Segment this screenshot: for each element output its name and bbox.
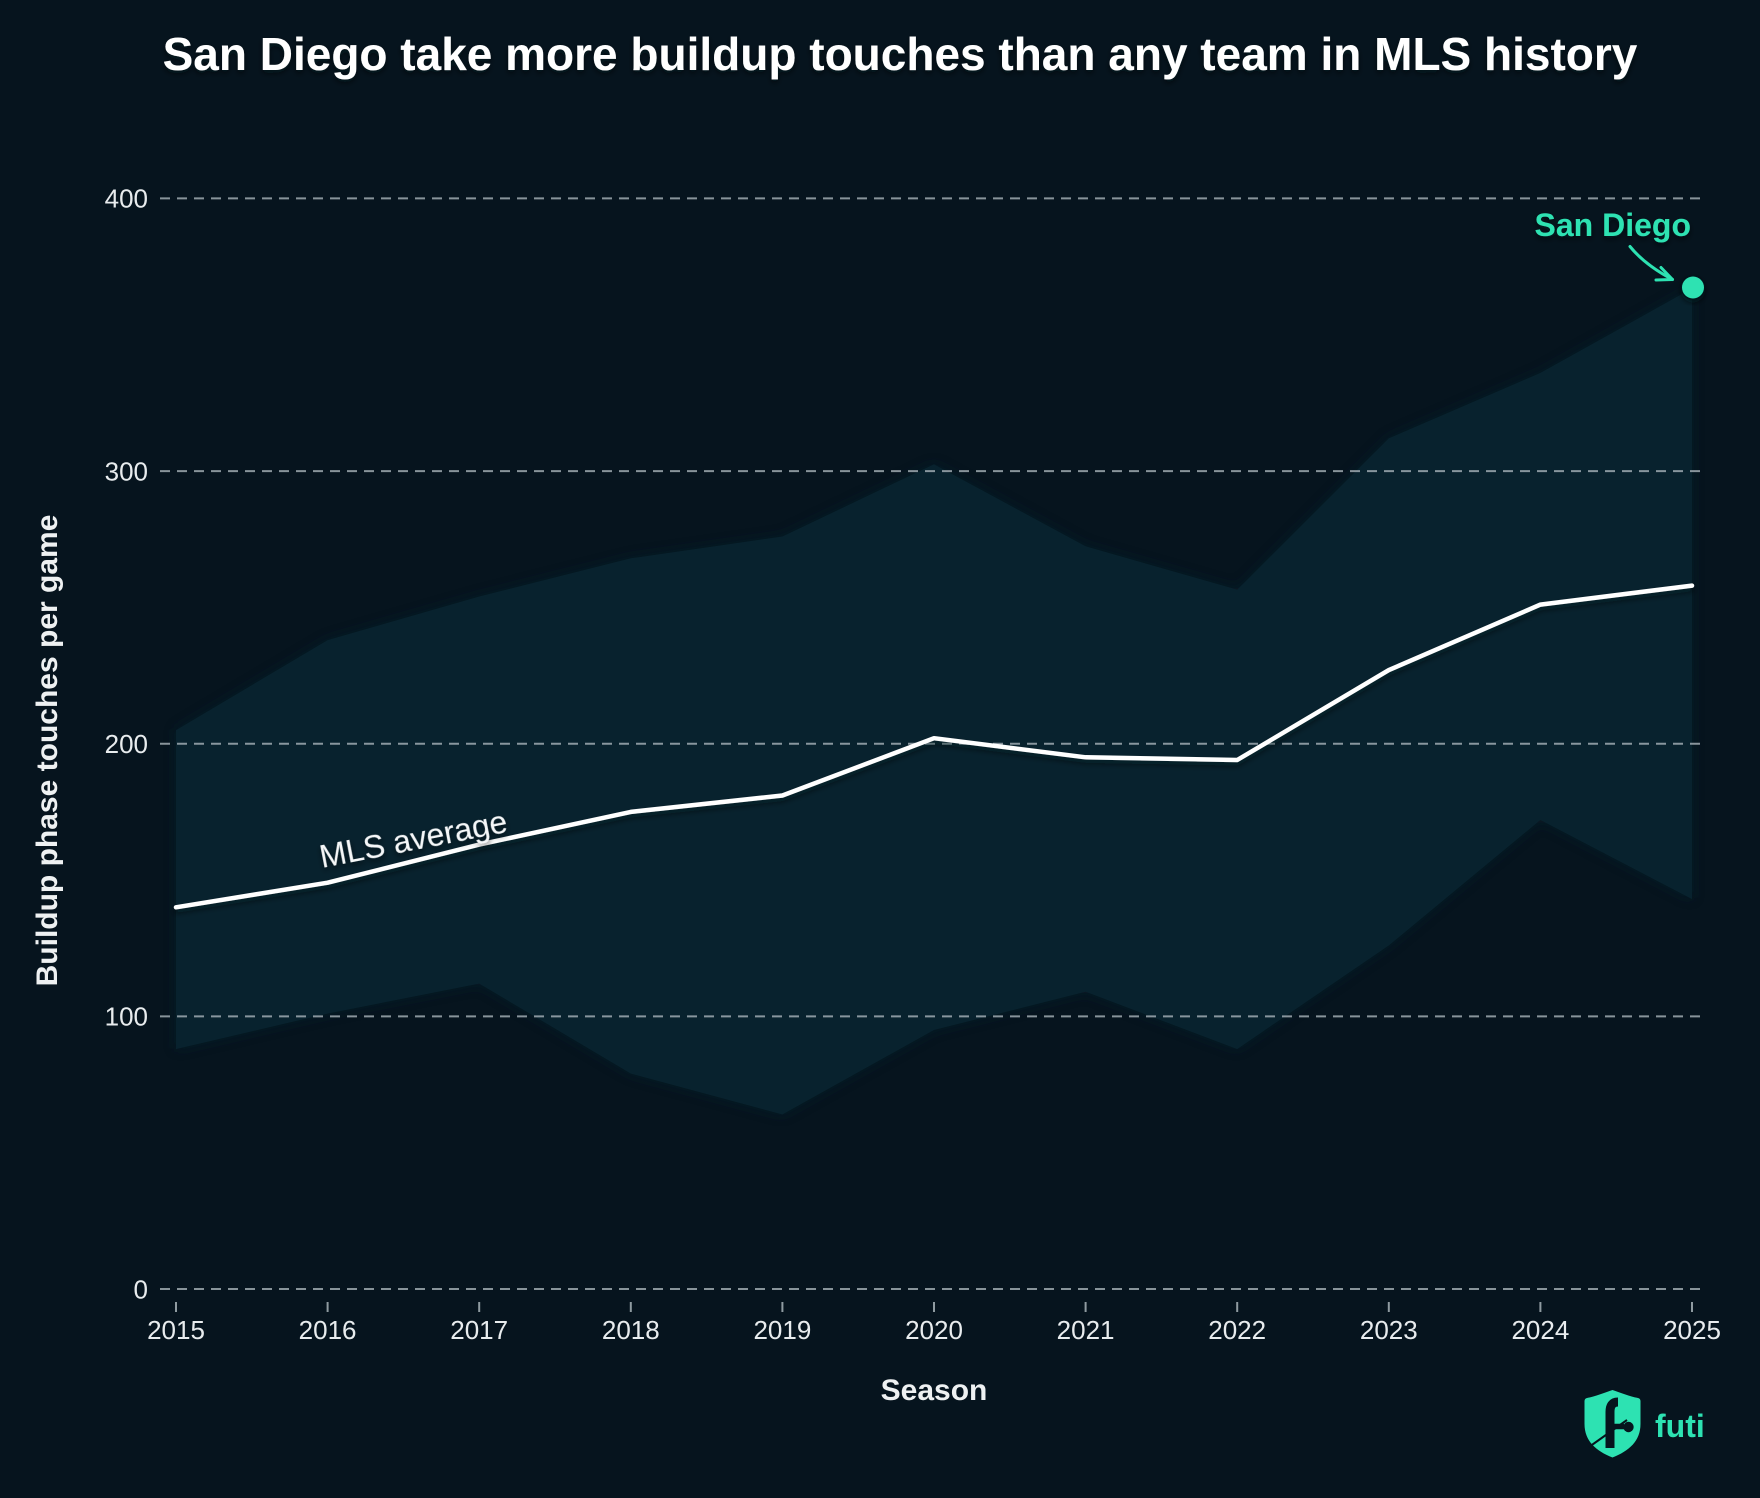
svg-text:2017: 2017 [450, 1315, 508, 1345]
svg-text:200: 200 [105, 729, 148, 759]
svg-text:futi: futi [1655, 1408, 1705, 1444]
svg-text:2023: 2023 [1360, 1315, 1418, 1345]
svg-text:San Diego take more buildup to: San Diego take more buildup touches than… [163, 28, 1638, 80]
svg-text:2020: 2020 [905, 1315, 963, 1345]
svg-text:2024: 2024 [1511, 1315, 1569, 1345]
svg-text:0: 0 [134, 1274, 148, 1304]
svg-text:2018: 2018 [602, 1315, 660, 1345]
svg-text:2025: 2025 [1663, 1315, 1721, 1345]
svg-text:2016: 2016 [299, 1315, 357, 1345]
svg-text:Season: Season [881, 1374, 988, 1407]
svg-text:300: 300 [105, 456, 148, 486]
svg-text:San Diego: San Diego [1535, 207, 1691, 243]
svg-text:100: 100 [105, 1002, 148, 1032]
svg-text:Buildup phase touches per game: Buildup phase touches per game [31, 515, 64, 987]
svg-text:2019: 2019 [753, 1315, 811, 1345]
svg-text:400: 400 [105, 184, 148, 214]
svg-text:2022: 2022 [1208, 1315, 1266, 1345]
svg-text:2021: 2021 [1057, 1315, 1115, 1345]
svg-text:2015: 2015 [147, 1315, 205, 1345]
